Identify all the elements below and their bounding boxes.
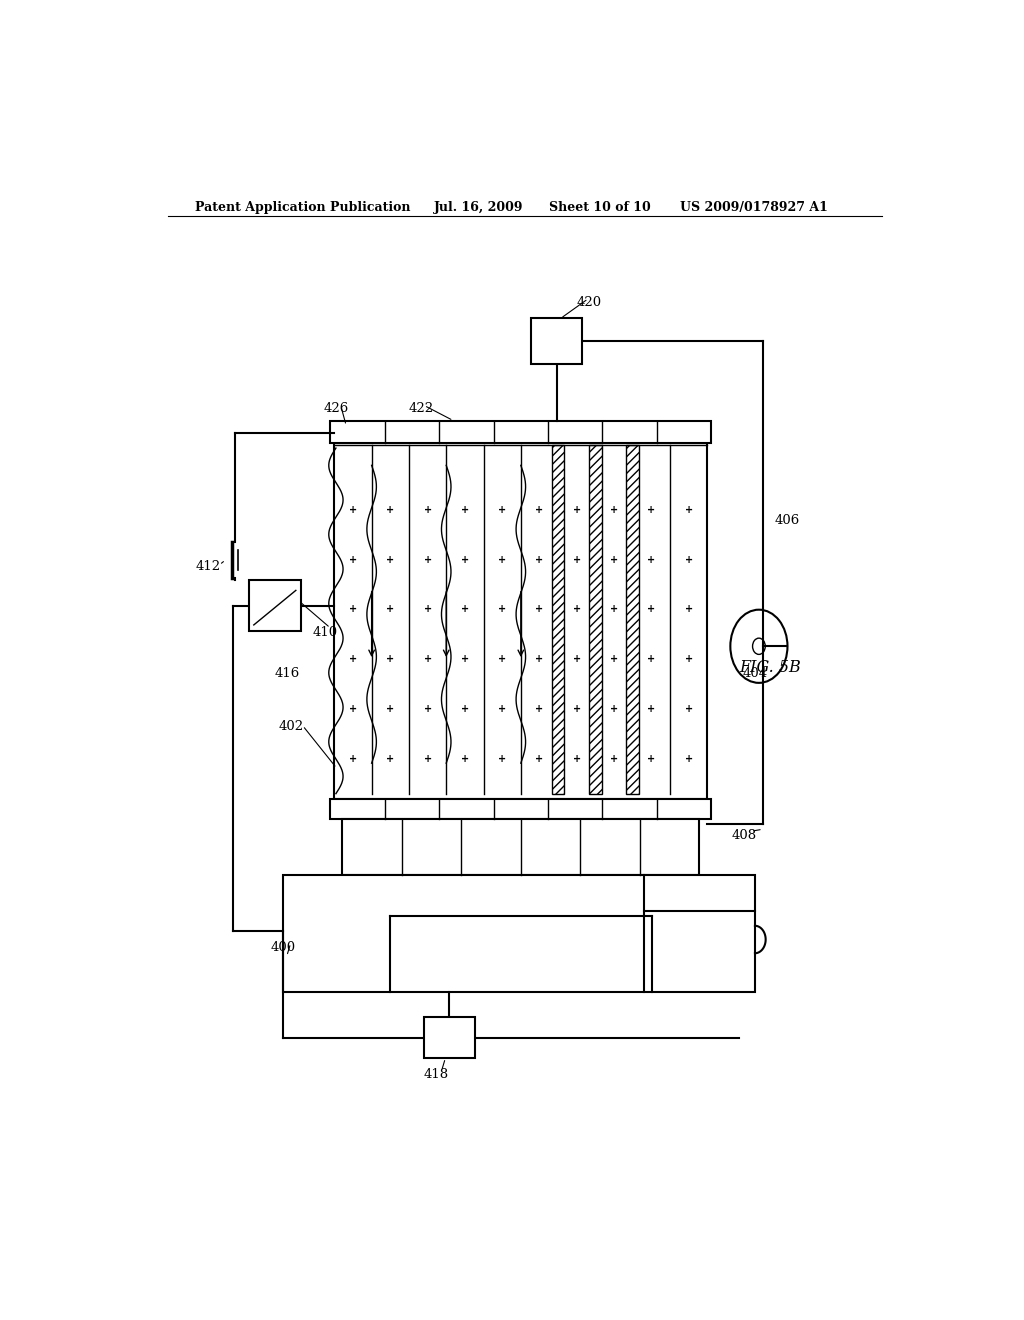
Text: +: + [498,554,506,565]
Text: +: + [498,504,506,515]
Text: +: + [610,605,618,614]
Text: +: + [386,704,394,714]
Text: +: + [386,655,394,664]
Text: +: + [610,655,618,664]
Text: +: + [424,554,432,565]
Bar [331,421,712,444]
Text: 408: 408 [731,829,757,842]
Text: +: + [424,605,432,614]
Text: +: + [647,504,655,515]
Text: +: + [647,704,655,714]
Text: 412: 412 [196,560,220,573]
Text: +: + [349,655,357,664]
Text: +: + [685,605,693,614]
Text: +: + [349,754,357,764]
Text: +: + [647,554,655,565]
Text: +: + [536,704,544,714]
Text: +: + [536,504,544,515]
Text: +: + [461,554,469,565]
Bar [249,581,301,631]
Text: +: + [349,554,357,565]
Text: Jul. 16, 2009: Jul. 16, 2009 [433,201,523,214]
Text: +: + [461,605,469,614]
Bar [627,445,639,793]
Text: 406: 406 [775,515,800,527]
Text: Sheet 10 of 10: Sheet 10 of 10 [549,201,650,214]
Text: +: + [386,605,394,614]
Text: +: + [685,655,693,664]
Text: +: + [424,504,432,515]
Bar [424,1018,475,1057]
Text: +: + [647,655,655,664]
Text: +: + [349,704,357,714]
Text: 410: 410 [312,626,337,639]
Text: +: + [386,554,394,565]
Bar [283,875,755,991]
Bar [530,318,583,364]
Text: +: + [610,554,618,565]
Text: +: + [685,554,693,565]
Text: 420: 420 [577,296,601,309]
Bar [589,445,602,793]
Text: US 2009/0178927 A1: US 2009/0178927 A1 [680,201,827,214]
Text: 400: 400 [270,941,296,954]
Text: +: + [572,605,581,614]
Text: 422: 422 [409,403,433,416]
Bar [342,818,699,875]
Text: +: + [572,554,581,565]
Text: 418: 418 [423,1068,449,1081]
Text: +: + [572,504,581,515]
Text: 416: 416 [274,667,300,680]
Text: +: + [572,655,581,664]
Text: +: + [572,754,581,764]
Text: +: + [498,605,506,614]
Text: +: + [461,655,469,664]
Text: +: + [536,655,544,664]
Text: 402: 402 [279,719,304,733]
Text: +: + [647,754,655,764]
Text: +: + [424,704,432,714]
Text: +: + [610,754,618,764]
Text: +: + [572,704,581,714]
Bar [331,799,712,818]
Text: +: + [498,704,506,714]
Text: +: + [536,754,544,764]
Text: Patent Application Publication: Patent Application Publication [196,201,411,214]
Text: +: + [424,655,432,664]
Text: +: + [610,704,618,714]
Text: 404: 404 [743,667,768,680]
Text: +: + [685,704,693,714]
Text: +: + [349,504,357,515]
Text: +: + [536,554,544,565]
Text: +: + [386,754,394,764]
Text: +: + [647,605,655,614]
Text: +: + [461,754,469,764]
Bar [334,444,708,799]
Text: +: + [498,655,506,664]
Text: +: + [386,504,394,515]
Text: FIG. 5B: FIG. 5B [739,659,801,676]
Text: 426: 426 [324,403,349,416]
Text: +: + [349,605,357,614]
Text: +: + [498,754,506,764]
Bar [552,445,564,793]
Text: +: + [685,754,693,764]
Text: +: + [424,754,432,764]
Text: +: + [536,605,544,614]
Text: +: + [685,504,693,515]
Text: +: + [461,504,469,515]
Text: +: + [461,704,469,714]
Text: +: + [610,504,618,515]
